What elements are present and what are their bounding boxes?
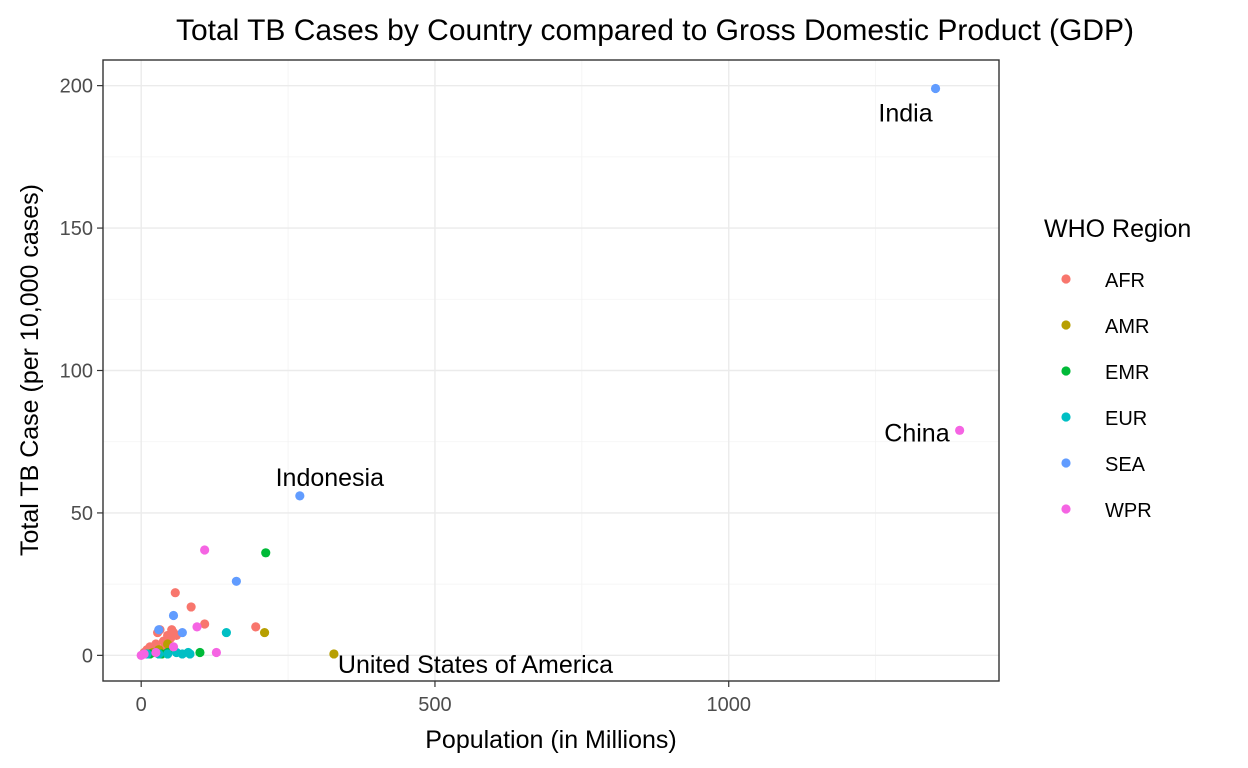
data-point-emr <box>195 647 205 658</box>
data-point-sea <box>930 83 941 94</box>
x-tick-label: 1000 <box>706 694 751 716</box>
x-tick-label: 500 <box>418 694 451 716</box>
y-tick-label: 0 <box>82 645 93 667</box>
data-point-sea <box>177 627 187 638</box>
grid-lines <box>103 60 999 681</box>
legend-label-eur: EUR <box>1105 408 1147 430</box>
x-tick-label: 0 <box>136 694 147 716</box>
data-points <box>136 83 965 660</box>
y-tick-label: 150 <box>60 218 93 240</box>
chart-title: Total TB Cases by Country compared to Gr… <box>176 14 1134 47</box>
x-axis-title: Population (in Millions) <box>425 726 677 754</box>
legend-key-sea <box>1061 458 1071 468</box>
data-point-eur <box>163 649 173 659</box>
legend-label-afr: AFR <box>1105 270 1145 292</box>
data-point-sea <box>154 625 164 635</box>
data-point-wpr <box>955 425 965 435</box>
data-point-afr <box>186 602 196 612</box>
y-axis-title: Total TB Case (per 10,000 cases) <box>16 184 44 556</box>
data-point-eur <box>185 649 195 659</box>
data-point-amr <box>329 649 339 659</box>
y-tick-label: 100 <box>60 361 93 383</box>
annotation-label: India <box>878 99 932 127</box>
legend-key-afr <box>1061 274 1071 284</box>
x-axis-ticks: 0 500 1000 <box>136 681 751 716</box>
point-annotations: India China Indonesia United States of Amer… <box>276 99 950 678</box>
data-point-sea <box>231 576 241 586</box>
data-point-eur <box>221 627 231 638</box>
data-point-wpr <box>211 647 221 658</box>
data-point-afr <box>170 588 180 598</box>
data-point-emr <box>261 548 271 558</box>
legend-key-emr <box>1061 366 1071 376</box>
legend-key-wpr <box>1061 504 1071 514</box>
data-point-afr <box>251 622 261 632</box>
y-tick-label: 200 <box>60 76 93 98</box>
data-point-sea <box>168 610 179 621</box>
legend: WHO Region AFR AMR EMR EUR SEA WPR <box>1044 215 1191 522</box>
legend-title: WHO Region <box>1044 215 1191 243</box>
annotation-label: United States of America <box>338 651 613 679</box>
data-point-wpr <box>151 647 161 658</box>
data-point-wpr <box>139 649 149 659</box>
legend-label-wpr: WPR <box>1105 500 1152 522</box>
y-axis-ticks: 0 50 100 150 200 <box>60 76 103 667</box>
data-point-sea <box>295 491 305 501</box>
annotation-label: Indonesia <box>276 464 385 492</box>
data-point-wpr <box>192 622 202 632</box>
data-point-afr <box>200 619 210 629</box>
legend-key-eur <box>1061 412 1071 422</box>
legend-label-sea: SEA <box>1105 454 1146 476</box>
data-point-wpr <box>200 545 210 555</box>
data-point-wpr <box>168 642 179 652</box>
legend-key-amr <box>1061 320 1071 330</box>
y-tick-label: 50 <box>71 503 93 525</box>
legend-label-amr: AMR <box>1105 316 1149 338</box>
legend-label-emr: EMR <box>1105 362 1149 384</box>
data-point-amr <box>259 627 270 638</box>
annotation-label: China <box>884 419 949 447</box>
